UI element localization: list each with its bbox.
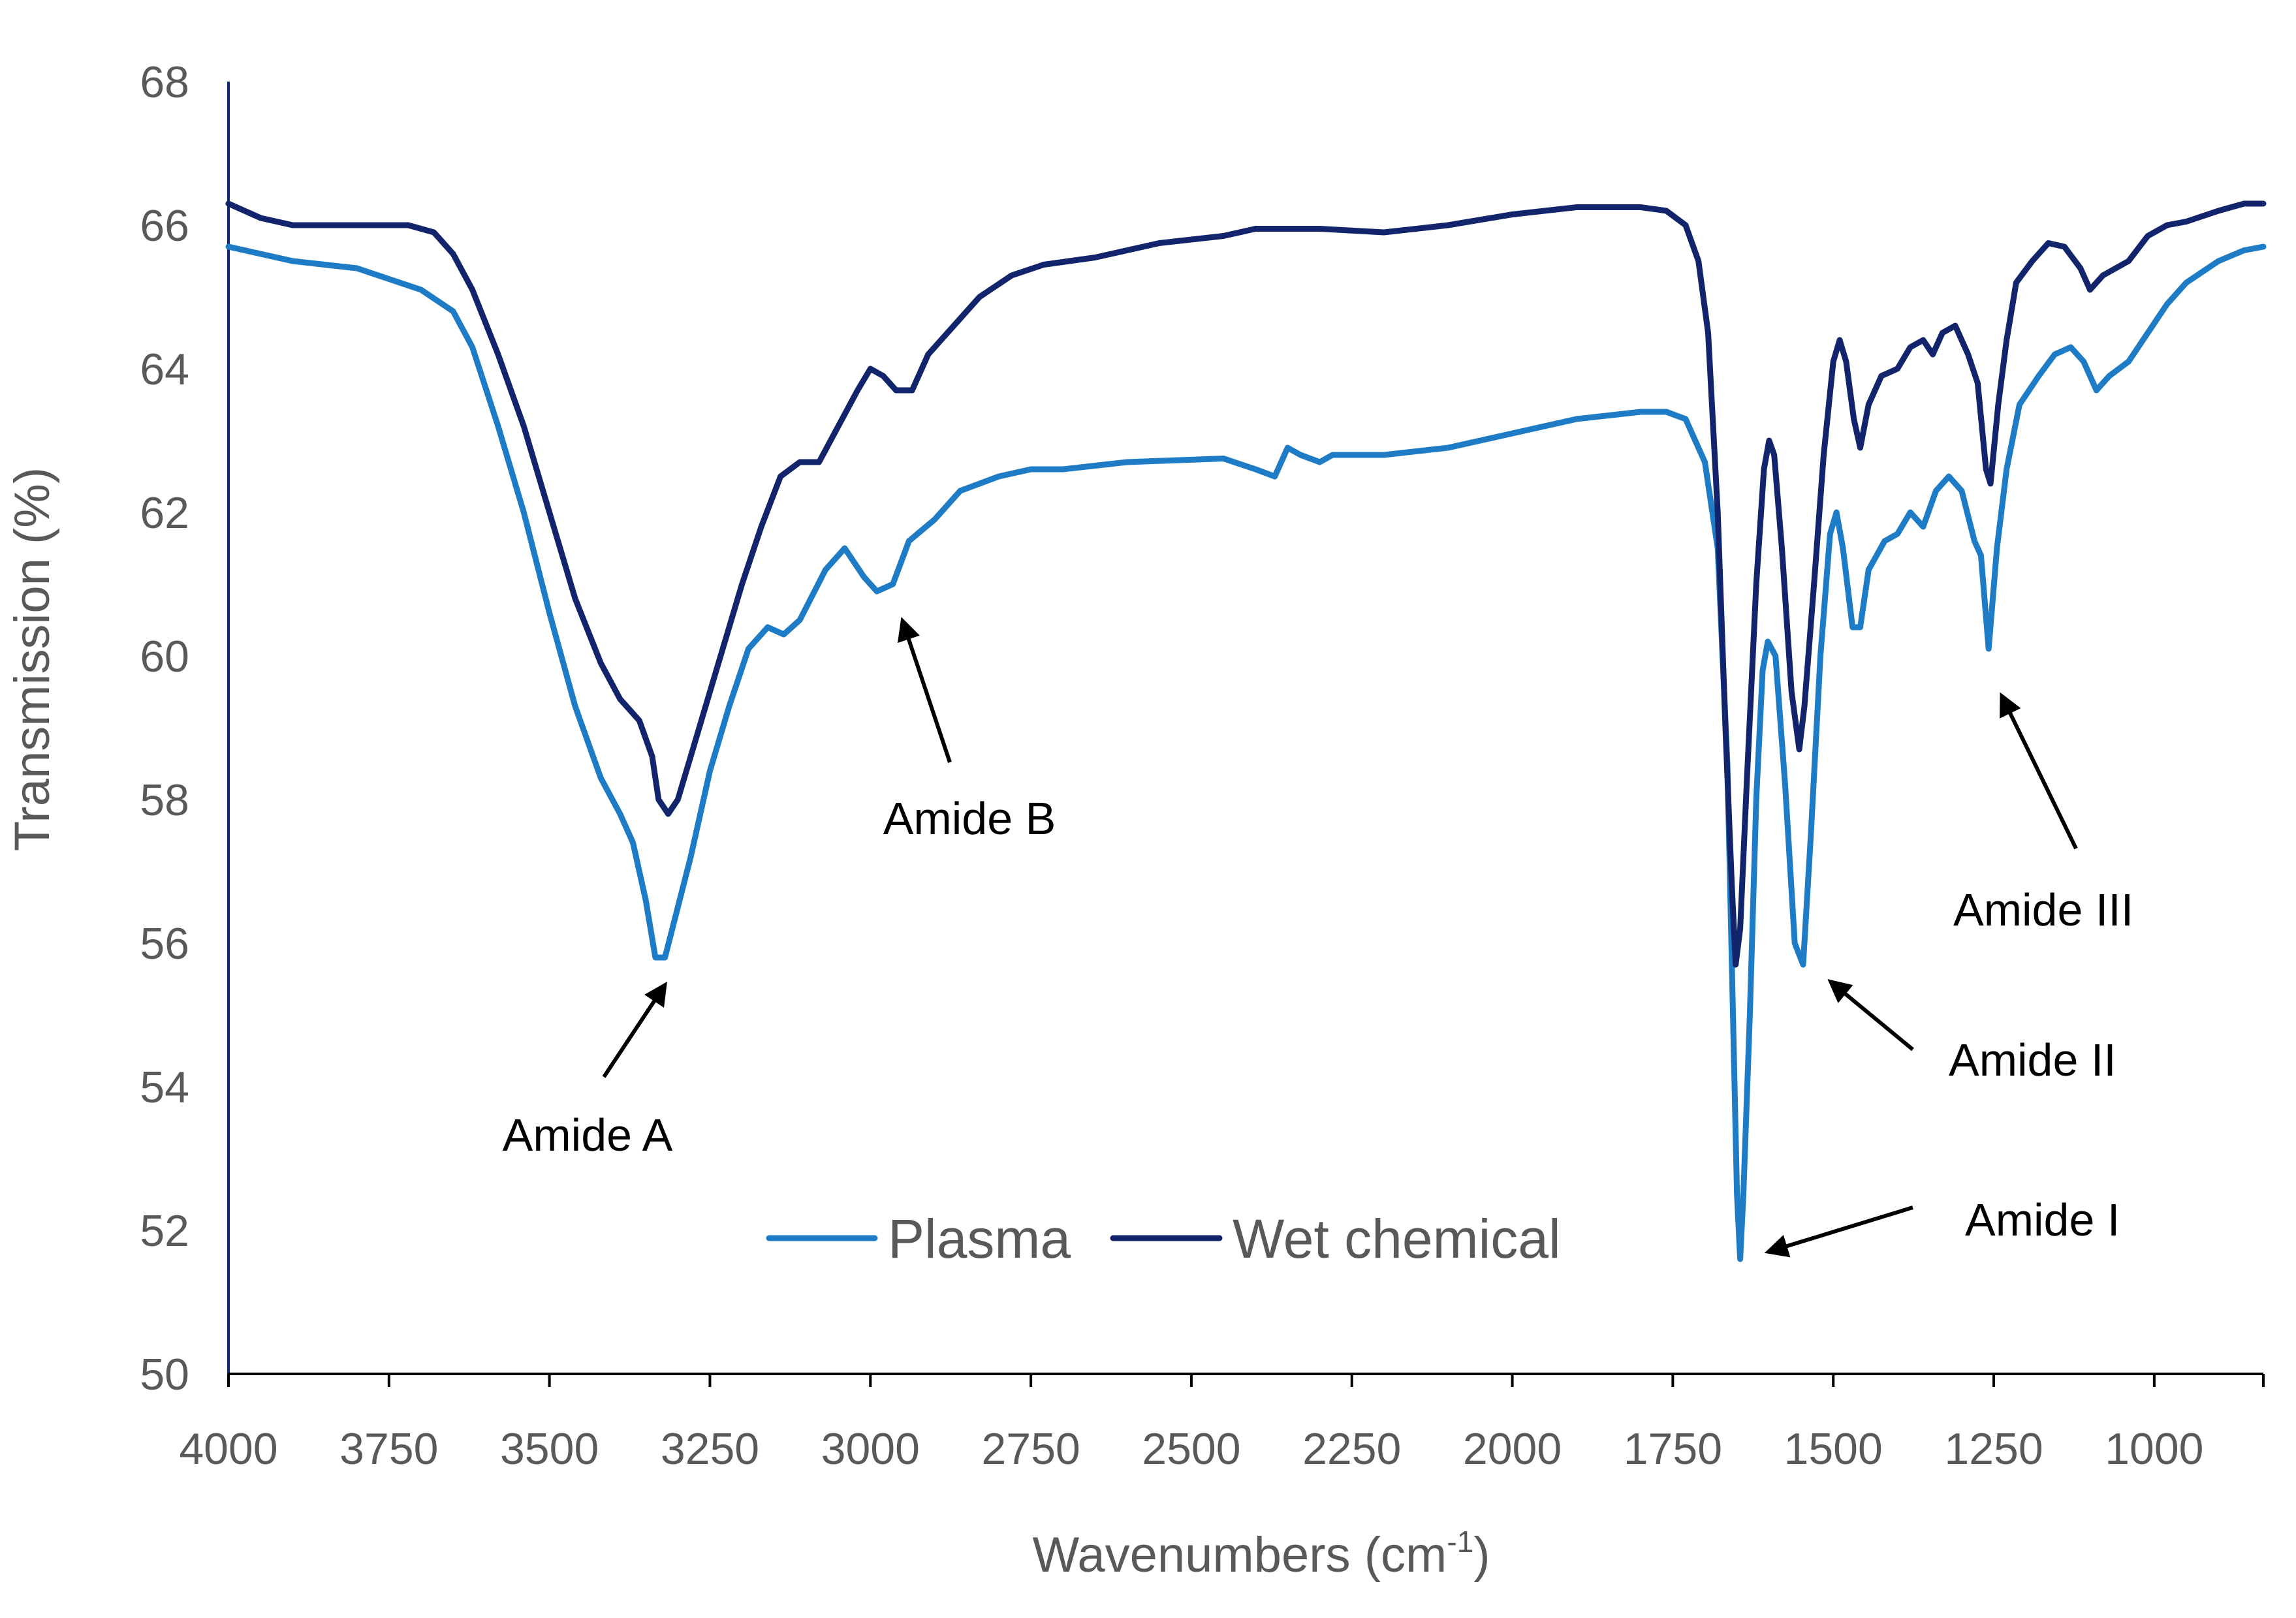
annotations: Amide A Amide B Amide I Amide II Amide III (503, 617, 2133, 1258)
annotation-label: Amide II (1949, 1035, 2116, 1085)
annotation-label: Amide B (883, 793, 1056, 844)
x-tick-label: 4000 (179, 1424, 277, 1474)
y-tick-label: 58 (140, 775, 189, 825)
annotation-label: Amide III (1953, 884, 2133, 935)
x-axis-title-suffix: ) (1473, 1527, 1490, 1583)
x-tick-label: 3000 (821, 1424, 920, 1474)
y-tick-label: 50 (140, 1350, 189, 1399)
y-tick-label: 66 (140, 201, 189, 251)
x-axis-title: Wavenumbers (cm-1) (1032, 1525, 1490, 1583)
x-tick-label: 1750 (1624, 1424, 1722, 1474)
annotation-arrow (2000, 692, 2078, 850)
x-tick-label: 2250 (1302, 1424, 1401, 1474)
y-tick-label: 64 (140, 345, 189, 394)
y-tick-label: 56 (140, 919, 189, 969)
annotation-label: Amide I (1965, 1194, 2120, 1245)
x-tick-label: 1250 (1944, 1424, 2043, 1474)
axes: 50 52 54 56 58 60 62 64 66 68 4000 3750 3500 3250 3000… (140, 57, 2265, 1474)
x-axis-title-superscript: -1 (1447, 1525, 1473, 1559)
x-tick-label: 3250 (661, 1424, 759, 1474)
x-tick-label: 1500 (1784, 1424, 1883, 1474)
x-tick-label: 2500 (1142, 1424, 1240, 1474)
series-layer (225, 200, 2267, 1262)
series-line-plasma (225, 243, 2267, 1262)
annotation-arrow (897, 617, 952, 763)
legend: Plasma Wet chemical (766, 1208, 1561, 1269)
y-tick-label: 60 (140, 632, 189, 681)
y-tick-label: 62 (140, 488, 189, 538)
legend-label: Wet chemical (1233, 1208, 1561, 1269)
x-tick-label: 3750 (339, 1424, 438, 1474)
y-tick-label: 54 (140, 1063, 189, 1112)
y-axis-title: Transmission (%) (5, 467, 60, 851)
x-tick-label: 1000 (2105, 1424, 2203, 1474)
x-tick-label: 3500 (500, 1424, 599, 1474)
y-tick-label: 68 (140, 57, 189, 107)
annotation-label: Amide A (503, 1110, 673, 1160)
legend-label: Plasma (888, 1208, 1071, 1269)
annotation-arrow (1827, 979, 1914, 1051)
annotation-arrow (602, 982, 667, 1078)
x-axis-title-main: Wavenumbers (cm (1032, 1527, 1447, 1583)
y-tick-label: 52 (140, 1206, 189, 1256)
x-tick-label: 2750 (981, 1424, 1080, 1474)
series-line-wet-chemical (225, 200, 2267, 968)
x-tick-label: 2000 (1463, 1424, 1562, 1474)
annotation-arrow (1764, 1206, 1913, 1258)
